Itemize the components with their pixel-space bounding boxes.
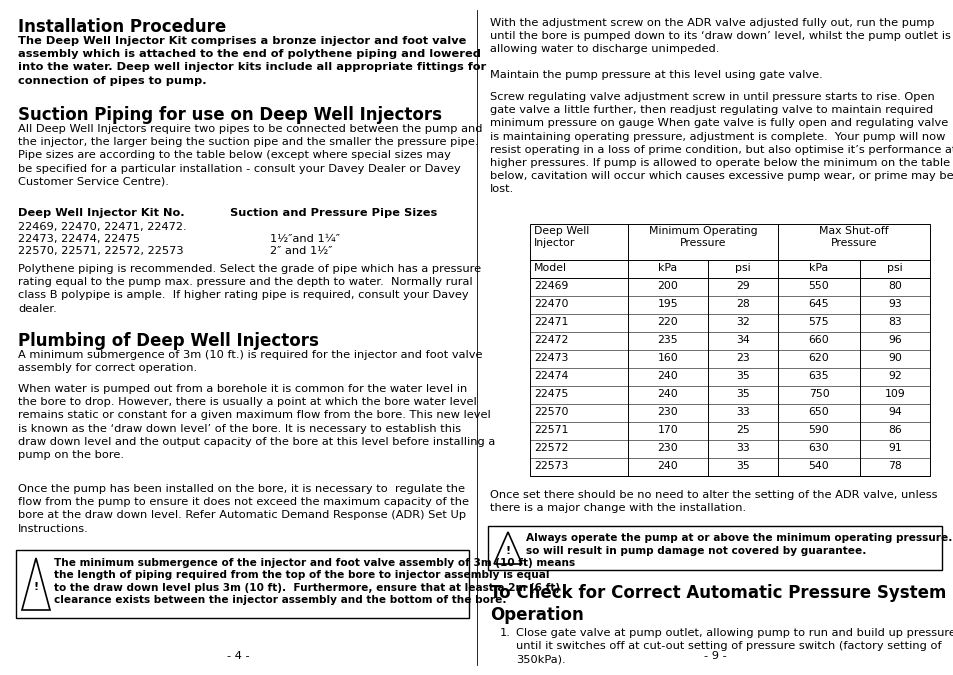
Text: To Check for Correct Automatic Pressure System
Operation: To Check for Correct Automatic Pressure … bbox=[490, 584, 945, 624]
Text: 22573: 22573 bbox=[534, 461, 568, 471]
Text: 660: 660 bbox=[808, 335, 828, 345]
Text: 83: 83 bbox=[887, 317, 901, 327]
Bar bbox=[530, 224, 929, 476]
Text: 94: 94 bbox=[887, 407, 901, 417]
Text: 35: 35 bbox=[736, 461, 749, 471]
Text: Once the pump has been installed on the bore, it is necessary to  regulate the
f: Once the pump has been installed on the … bbox=[18, 484, 469, 534]
Text: Max Shut-off
Pressure: Max Shut-off Pressure bbox=[819, 226, 888, 248]
Text: Installation Procedure: Installation Procedure bbox=[18, 18, 226, 36]
Text: Plumbing of Deep Well Injectors: Plumbing of Deep Well Injectors bbox=[18, 332, 318, 350]
Text: A minimum submergence of 3m (10 ft.) is required for the injector and foot valve: A minimum submergence of 3m (10 ft.) is … bbox=[18, 350, 482, 373]
Text: 22469, 22470, 22471, 22472.: 22469, 22470, 22471, 22472. bbox=[18, 222, 187, 232]
Text: kPa: kPa bbox=[808, 263, 828, 273]
Text: When water is pumped out from a borehole it is common for the water level in
the: When water is pumped out from a borehole… bbox=[18, 384, 495, 460]
Text: !: ! bbox=[33, 582, 38, 592]
Text: Always operate the pump at or above the minimum operating pressure.  Failure to : Always operate the pump at or above the … bbox=[525, 533, 953, 556]
Text: 86: 86 bbox=[887, 425, 901, 435]
Text: 33: 33 bbox=[736, 443, 749, 453]
Text: 91: 91 bbox=[887, 443, 901, 453]
Text: Close gate valve at pump outlet, allowing pump to run and build up pressure
unti: Close gate valve at pump outlet, allowin… bbox=[516, 628, 953, 664]
Text: 2″ and 1½″: 2″ and 1½″ bbox=[270, 246, 333, 256]
Text: !: ! bbox=[505, 546, 510, 556]
Text: 34: 34 bbox=[736, 335, 749, 345]
Text: Minimum Operating
Pressure: Minimum Operating Pressure bbox=[648, 226, 757, 248]
Text: Maintain the pump pressure at this level using gate valve.: Maintain the pump pressure at this level… bbox=[490, 70, 821, 80]
Text: 575: 575 bbox=[808, 317, 828, 327]
Text: 645: 645 bbox=[808, 299, 828, 309]
Text: Polythene piping is recommended. Select the grade of pipe which has a pressure
r: Polythene piping is recommended. Select … bbox=[18, 264, 480, 314]
Text: Model: Model bbox=[534, 263, 566, 273]
Text: 240: 240 bbox=[657, 371, 678, 381]
Text: 78: 78 bbox=[887, 461, 901, 471]
Text: Screw regulating valve adjustment screw in until pressure starts to rise. Open
g: Screw regulating valve adjustment screw … bbox=[490, 92, 953, 194]
Text: 170: 170 bbox=[657, 425, 678, 435]
Bar bbox=[16, 550, 469, 618]
Text: Deep Well Injector Kit No.: Deep Well Injector Kit No. bbox=[18, 208, 185, 218]
Text: 590: 590 bbox=[808, 425, 828, 435]
Text: 22475: 22475 bbox=[534, 389, 568, 399]
Text: psi: psi bbox=[735, 263, 750, 273]
Text: 22473, 22474, 22475: 22473, 22474, 22475 bbox=[18, 234, 140, 244]
Text: 750: 750 bbox=[808, 389, 828, 399]
Text: 200: 200 bbox=[657, 281, 678, 291]
Text: 220: 220 bbox=[657, 317, 678, 327]
Text: 28: 28 bbox=[736, 299, 749, 309]
Text: 1.: 1. bbox=[499, 628, 511, 638]
Text: Once set there should be no need to alter the setting of the ADR valve, unless
t: Once set there should be no need to alte… bbox=[490, 490, 937, 513]
Text: 1½″and 1¼″: 1½″and 1¼″ bbox=[270, 234, 339, 244]
Text: 22473: 22473 bbox=[534, 353, 568, 363]
Text: The Deep Well Injector Kit comprises a bronze injector and foot valve
assembly w: The Deep Well Injector Kit comprises a b… bbox=[18, 36, 486, 86]
Text: 22572: 22572 bbox=[534, 443, 568, 453]
Text: Suction Piping for use on Deep Well Injectors: Suction Piping for use on Deep Well Inje… bbox=[18, 106, 441, 124]
Text: 22472: 22472 bbox=[534, 335, 568, 345]
Text: psi: psi bbox=[886, 263, 902, 273]
Text: All Deep Well Injectors require two pipes to be connected between the pump and
t: All Deep Well Injectors require two pipe… bbox=[18, 124, 482, 187]
Text: 160: 160 bbox=[657, 353, 678, 363]
Text: Deep Well
Injector: Deep Well Injector bbox=[534, 226, 589, 248]
Text: 80: 80 bbox=[887, 281, 901, 291]
Text: 22570: 22570 bbox=[534, 407, 568, 417]
Text: 550: 550 bbox=[808, 281, 828, 291]
Text: 22570, 22571, 22572, 22573: 22570, 22571, 22572, 22573 bbox=[18, 246, 183, 256]
Text: The minimum submergence of the injector and foot valve assembly of 3m (10 ft) me: The minimum submergence of the injector … bbox=[54, 558, 575, 605]
Text: 109: 109 bbox=[883, 389, 904, 399]
Text: 92: 92 bbox=[887, 371, 901, 381]
Text: 22571: 22571 bbox=[534, 425, 568, 435]
Text: With the adjustment screw on the ADR valve adjusted fully out, run the pump
unti: With the adjustment screw on the ADR val… bbox=[490, 18, 950, 55]
Text: 35: 35 bbox=[736, 371, 749, 381]
Text: 630: 630 bbox=[808, 443, 828, 453]
Text: 230: 230 bbox=[657, 407, 678, 417]
Text: 195: 195 bbox=[657, 299, 678, 309]
Text: 33: 33 bbox=[736, 407, 749, 417]
Text: 635: 635 bbox=[808, 371, 828, 381]
Text: 22471: 22471 bbox=[534, 317, 568, 327]
Bar bbox=[488, 526, 941, 570]
Text: 25: 25 bbox=[736, 425, 749, 435]
Text: 96: 96 bbox=[887, 335, 901, 345]
Text: Suction and Pressure Pipe Sizes: Suction and Pressure Pipe Sizes bbox=[230, 208, 436, 218]
Text: 90: 90 bbox=[887, 353, 901, 363]
Text: 620: 620 bbox=[808, 353, 828, 363]
Text: 230: 230 bbox=[657, 443, 678, 453]
Text: 540: 540 bbox=[808, 461, 828, 471]
Text: 32: 32 bbox=[736, 317, 749, 327]
Text: 22474: 22474 bbox=[534, 371, 568, 381]
Text: 22469: 22469 bbox=[534, 281, 568, 291]
Text: 29: 29 bbox=[736, 281, 749, 291]
Text: 240: 240 bbox=[657, 461, 678, 471]
Text: 22470: 22470 bbox=[534, 299, 568, 309]
Text: - 9 -: - 9 - bbox=[703, 651, 726, 661]
Text: 240: 240 bbox=[657, 389, 678, 399]
Text: 23: 23 bbox=[736, 353, 749, 363]
Text: 235: 235 bbox=[657, 335, 678, 345]
Text: 650: 650 bbox=[808, 407, 828, 417]
Text: 93: 93 bbox=[887, 299, 901, 309]
Text: kPa: kPa bbox=[658, 263, 677, 273]
Text: - 4 -: - 4 - bbox=[227, 651, 250, 661]
Text: 35: 35 bbox=[736, 389, 749, 399]
